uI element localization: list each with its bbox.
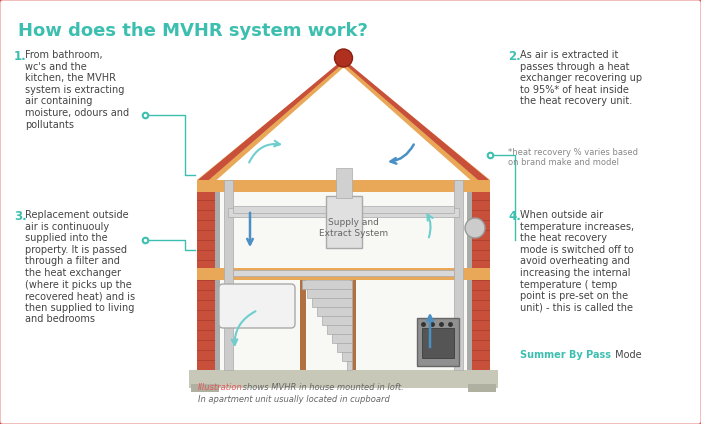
Polygon shape <box>197 60 352 180</box>
Text: From bathroom,
wc's and the
kitchen, the MVHR
system is extracting
air containin: From bathroom, wc's and the kitchen, the… <box>25 50 129 130</box>
Bar <box>468 384 496 392</box>
Bar <box>472 340 490 341</box>
Bar <box>197 230 215 231</box>
Bar <box>422 328 454 358</box>
Text: When outside air
temperature increases,
the heat recovery
mode is switched off t: When outside air temperature increases, … <box>520 210 634 313</box>
Bar <box>472 240 490 241</box>
Bar <box>454 180 463 370</box>
Bar <box>472 320 490 321</box>
Bar <box>472 180 490 181</box>
Bar <box>300 280 306 370</box>
Bar <box>197 270 215 271</box>
Text: 3.: 3. <box>14 210 27 223</box>
Bar <box>347 361 352 370</box>
Text: As air is extracted it
passes through a heat
exchanger recovering up
to 95%* of : As air is extracted it passes through a … <box>520 50 642 106</box>
Bar <box>197 220 215 221</box>
Bar <box>197 340 215 341</box>
Bar <box>197 200 215 201</box>
FancyBboxPatch shape <box>219 284 295 328</box>
Text: 4.: 4. <box>508 210 521 223</box>
Polygon shape <box>340 60 489 180</box>
Bar <box>197 180 215 370</box>
Bar <box>302 280 352 289</box>
Bar <box>362 208 459 217</box>
Bar <box>197 210 215 211</box>
Bar <box>312 298 352 307</box>
Bar <box>332 334 352 343</box>
Circle shape <box>334 49 353 67</box>
Bar <box>191 384 219 392</box>
Bar <box>350 280 356 370</box>
Bar <box>472 270 490 271</box>
Bar <box>228 208 325 217</box>
Bar <box>233 270 454 276</box>
Bar <box>233 206 454 213</box>
Bar <box>472 280 490 281</box>
Bar <box>325 196 362 248</box>
Text: Illustration: Illustration <box>198 383 243 392</box>
Bar <box>472 230 490 231</box>
Text: Mode: Mode <box>612 350 641 360</box>
Bar <box>472 250 490 251</box>
Bar <box>322 316 352 325</box>
Bar <box>472 210 490 211</box>
Bar <box>224 180 233 370</box>
Text: shows MVHR in house mounted in loft.: shows MVHR in house mounted in loft. <box>240 383 404 392</box>
Bar <box>197 190 215 191</box>
Bar <box>197 250 215 251</box>
Bar <box>197 280 215 281</box>
Bar <box>327 325 352 334</box>
Bar <box>472 330 490 331</box>
Bar <box>197 260 215 261</box>
Text: 1.: 1. <box>14 50 27 63</box>
Bar <box>467 180 472 370</box>
Bar <box>472 290 490 291</box>
Text: *heat recovery % varies based
on brand make and model: *heat recovery % varies based on brand m… <box>508 148 638 167</box>
Bar <box>336 168 351 198</box>
Bar <box>472 300 490 301</box>
Bar <box>197 360 215 361</box>
Bar <box>197 300 215 301</box>
Bar <box>197 290 215 291</box>
Bar <box>197 240 215 241</box>
Polygon shape <box>335 60 490 180</box>
Bar <box>342 352 352 361</box>
Bar <box>472 350 490 351</box>
Bar <box>472 260 490 261</box>
Bar <box>197 320 215 321</box>
Bar <box>472 190 490 191</box>
Bar <box>197 350 215 351</box>
Circle shape <box>465 218 485 238</box>
Bar <box>472 180 490 370</box>
Polygon shape <box>198 60 347 180</box>
Bar <box>307 289 352 298</box>
Text: 2.: 2. <box>508 50 521 63</box>
Bar <box>472 220 490 221</box>
Text: Replacement outside
air is continuouly
supplied into the
property. It is passed
: Replacement outside air is continuouly s… <box>25 210 135 324</box>
Bar <box>417 318 459 366</box>
Text: In apartment unit usually located in cupboard: In apartment unit usually located in cup… <box>198 395 390 404</box>
Bar <box>317 307 352 316</box>
Bar <box>197 330 215 331</box>
Bar <box>220 180 467 370</box>
Bar <box>197 268 490 280</box>
Bar <box>472 360 490 361</box>
Bar <box>215 180 220 370</box>
Bar <box>197 180 215 181</box>
Text: Supply and
Extract System: Supply and Extract System <box>319 218 388 238</box>
Text: Summer By Pass: Summer By Pass <box>520 350 611 360</box>
Text: How does the MVHR system work?: How does the MVHR system work? <box>18 22 368 40</box>
Bar <box>337 343 352 352</box>
Bar <box>472 310 490 311</box>
Bar <box>189 370 498 388</box>
Bar <box>197 180 490 192</box>
Bar <box>197 310 215 311</box>
Bar <box>472 200 490 201</box>
